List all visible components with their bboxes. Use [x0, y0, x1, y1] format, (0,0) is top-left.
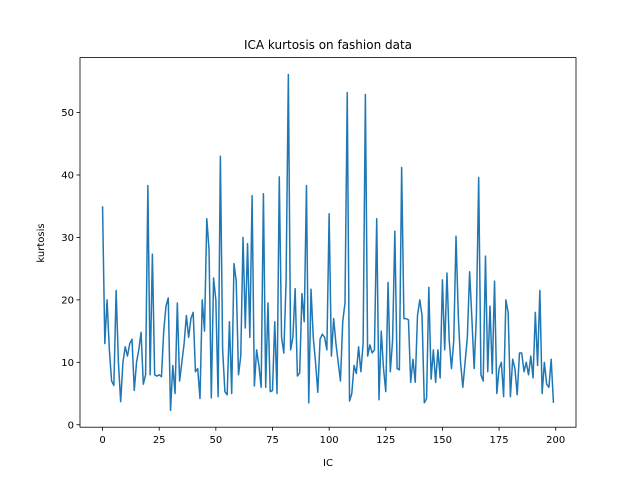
plot-frame — [79, 57, 577, 428]
y-tick-label: 30 — [61, 233, 74, 244]
x-tick-label: 25 — [153, 435, 166, 446]
y-tick-label: 10 — [61, 358, 74, 369]
x-tick-label: 75 — [266, 435, 279, 446]
chart-title: ICA kurtosis on fashion data — [244, 38, 412, 52]
x-tick-label: 150 — [433, 435, 452, 446]
y-tick-label: 50 — [61, 108, 74, 119]
y-tick-label: 40 — [61, 170, 74, 181]
x-axis-label: IC — [323, 458, 333, 469]
y-tick-label: 20 — [61, 295, 74, 306]
x-tick-label: 200 — [546, 435, 565, 446]
y-tick-label: 0 — [68, 420, 74, 431]
x-tick-label: 175 — [490, 435, 509, 446]
x-tick-label: 100 — [320, 435, 339, 446]
x-tick-label: 125 — [376, 435, 395, 446]
x-tick-label: 50 — [209, 435, 222, 446]
x-tick-label: 0 — [99, 435, 105, 446]
y-axis-label: kurtosis — [36, 223, 47, 262]
data-line — [101, 73, 555, 412]
